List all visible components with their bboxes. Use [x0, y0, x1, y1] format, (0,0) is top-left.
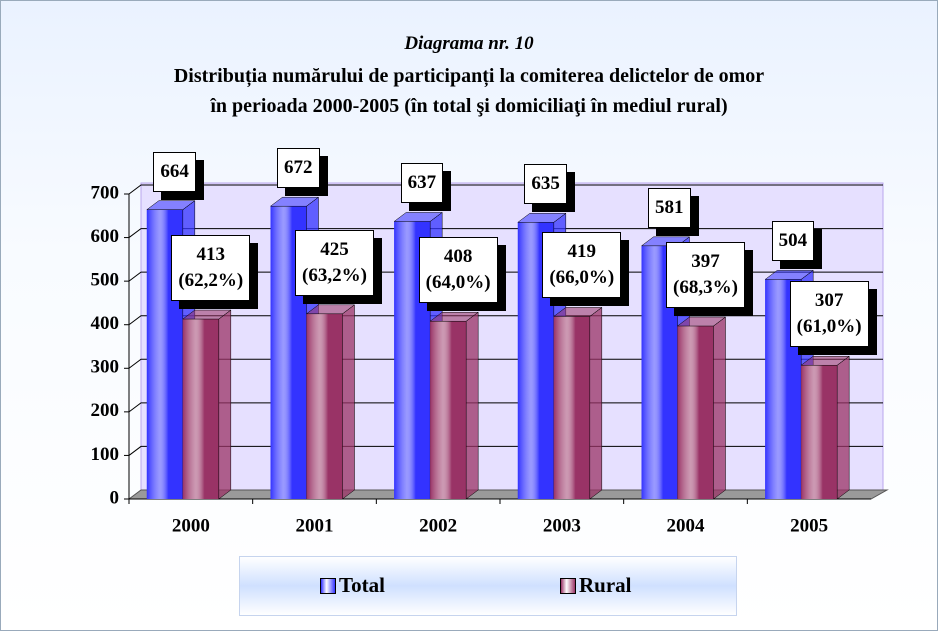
bar-shine: [553, 316, 590, 499]
bar-side: [218, 309, 232, 500]
bar-top: [764, 270, 814, 280]
chart-title: Distribuția numărului de participanți la…: [173, 65, 765, 117]
bar-top: [676, 316, 727, 327]
bar: [182, 309, 232, 500]
bar-top: [800, 355, 850, 366]
x-tick-label: 2002: [419, 515, 457, 536]
y-tick-label: 200: [91, 400, 120, 421]
bar-shine: [677, 326, 714, 499]
bar-side: [713, 316, 726, 500]
bar-top: [182, 309, 232, 320]
bar: [305, 304, 356, 500]
bar-shine: [306, 313, 343, 499]
bar-top: [517, 213, 567, 223]
legend-swatch: [320, 577, 336, 594]
legend: Total Rural: [239, 556, 737, 616]
bar: [676, 316, 727, 500]
bar-side: [342, 304, 355, 500]
bar-side: [465, 311, 479, 500]
legend-item: Total: [320, 573, 385, 598]
y-tick-label: 100: [91, 444, 120, 465]
bar-top: [305, 304, 356, 315]
grid-line: [128, 445, 883, 456]
legend-swatch: [560, 577, 576, 594]
bar-top: [553, 307, 603, 317]
legend-item: Rural: [560, 573, 632, 598]
y-tick-label: 400: [91, 313, 120, 334]
x-tick-label: 2005: [790, 515, 828, 536]
bar-top: [393, 212, 443, 222]
grid-line: [128, 358, 883, 369]
bar: [553, 306, 603, 500]
bar-top: [146, 200, 196, 210]
x-tick-label: 2000: [172, 515, 210, 536]
grid-line: [128, 271, 883, 282]
data-label: 635: [524, 164, 567, 205]
data-label: 419 (66,0%): [542, 232, 622, 299]
data-label: 397 (68,3%): [666, 242, 745, 309]
data-label: 413 (62,2%): [171, 235, 251, 302]
grid-line: [128, 315, 883, 326]
grid-line: [128, 402, 883, 413]
bar-side: [589, 306, 603, 500]
data-label: 672: [277, 148, 320, 189]
data-label: 408 (64,0%): [418, 237, 498, 304]
y-tick-label: 500: [91, 270, 120, 291]
x-tick-label: 2004: [667, 515, 706, 536]
legend-label: Rural: [579, 573, 632, 597]
bar-top: [429, 311, 479, 322]
bar-side: [836, 355, 850, 500]
data-label: 307 (61,0%): [789, 281, 869, 348]
y-tick-label: 700: [91, 182, 120, 203]
chart-subtitle: Diagrama nr. 10: [404, 33, 534, 54]
bar-top: [269, 196, 320, 207]
data-label: 637: [400, 163, 444, 204]
data-label: 504: [771, 221, 815, 262]
y-tick-label: 0: [110, 487, 120, 508]
bar-shine: [430, 321, 467, 499]
x-tick-label: 2001: [296, 515, 334, 536]
data-label: 425 (63,2%): [295, 229, 374, 296]
bar-shine: [182, 319, 219, 499]
legend-label: Total: [339, 573, 385, 597]
data-label: 581: [648, 187, 691, 228]
bar: [429, 311, 479, 500]
grid-line: [128, 184, 883, 195]
y-tick-label: 600: [91, 226, 120, 247]
data-label: 664: [153, 151, 196, 192]
grid-line: [128, 228, 883, 238]
y-tick-label: 300: [91, 357, 120, 378]
bar-shine: [801, 365, 838, 499]
x-tick-label: 2003: [543, 515, 581, 536]
bar: [800, 355, 850, 500]
